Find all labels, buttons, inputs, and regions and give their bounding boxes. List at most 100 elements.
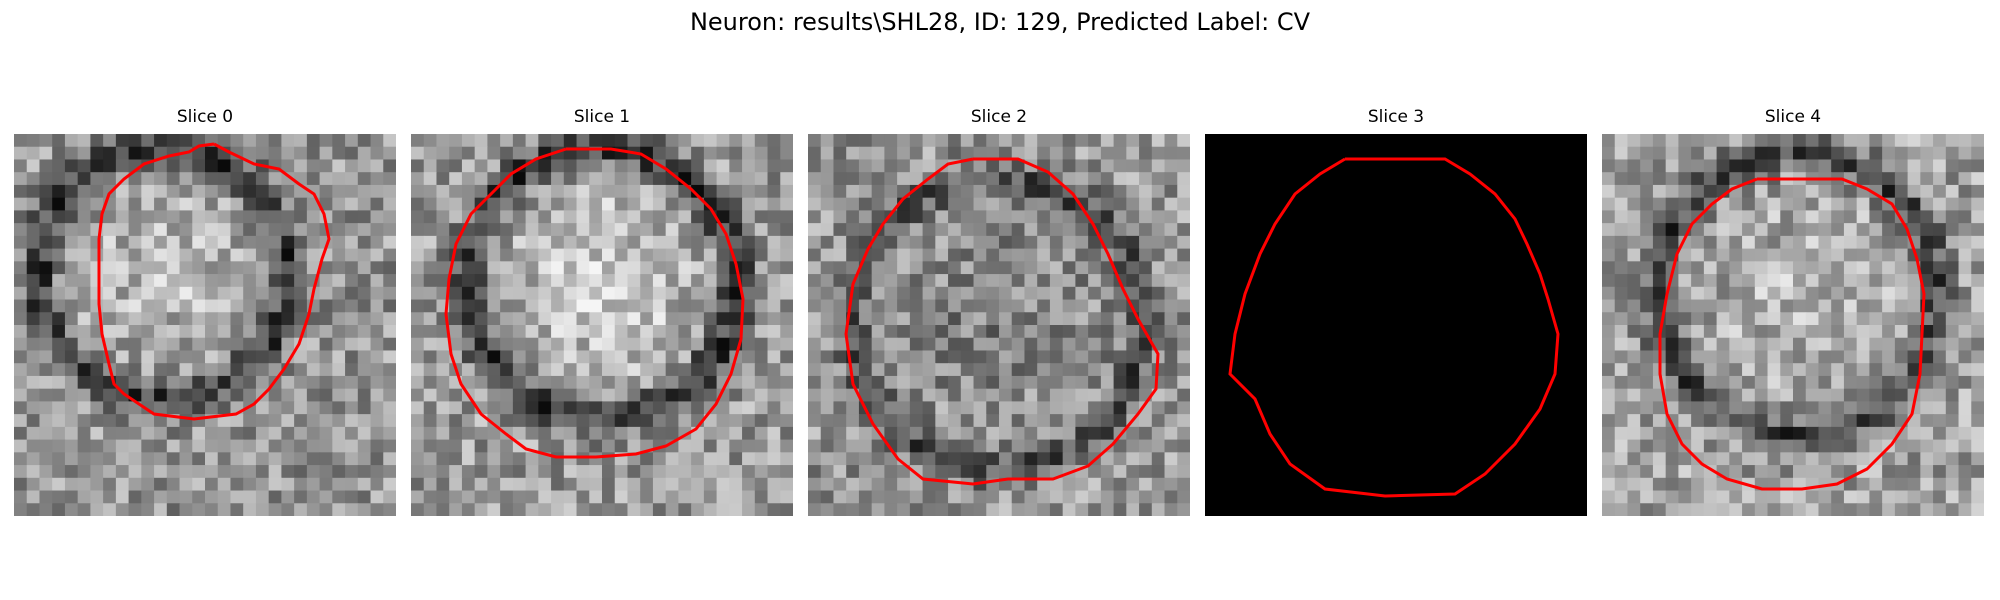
pixel [474,363,488,377]
pixel [1691,184,1705,199]
pixel [319,197,333,211]
pixel [846,337,860,352]
pixel [1049,375,1064,390]
pixel [716,465,730,479]
pixel [589,184,603,199]
pixel [999,235,1013,250]
pixel [808,172,822,186]
pixel [357,286,372,301]
pixel [179,184,193,199]
pixel [1075,312,1089,326]
pixel [833,325,847,339]
pixel [1151,325,1166,339]
pixel [780,414,793,428]
pixel [1805,159,1820,173]
pixel [103,503,117,516]
pixel [1151,414,1166,428]
pixel [935,414,949,428]
pixel [1780,401,1794,415]
pixel [691,210,705,224]
pixel [370,146,384,161]
pixel [14,414,28,428]
pixel [846,452,860,466]
pixel [767,503,781,516]
pixel [948,414,962,428]
pixel [1971,503,1984,516]
pixel [115,146,130,161]
pixel [383,312,396,326]
pixel [1088,172,1102,186]
pixel [1691,299,1705,313]
pixel [640,312,654,326]
pixel [166,325,181,339]
pixel [716,210,730,224]
pixel [1627,223,1641,237]
pixel [767,363,781,377]
pixel [128,172,142,186]
pixel [1780,388,1794,402]
pixel [383,337,396,352]
pixel [1652,210,1667,224]
pixel [652,503,667,516]
pixel [652,401,667,415]
pixel [627,439,641,453]
pixel [884,248,898,262]
pixel [77,325,91,339]
pixel [1139,184,1153,199]
pixel [294,350,308,364]
pixel [973,261,987,275]
pixel [602,465,616,479]
pixel [411,197,425,211]
pixel [948,299,962,313]
pixel [1088,299,1102,313]
pixel [423,337,438,352]
pixel [281,274,295,288]
pixel [833,223,847,237]
pixel [1971,414,1984,428]
pixel [1945,146,1960,161]
pixel [1958,261,1972,275]
pixel [754,439,769,453]
pixel [217,248,232,262]
pixel [525,452,539,466]
pixel [691,223,705,237]
pixel [1100,184,1115,199]
pixel [986,325,1000,339]
pixel [1742,490,1756,504]
pixel [1971,401,1984,415]
pixel [846,477,860,492]
pixel [26,325,41,339]
pixel [357,375,372,390]
pixel [103,401,117,415]
pixel [703,452,718,466]
pixel [1729,146,1743,161]
pixel [474,223,488,237]
pixel [1602,274,1616,288]
pixel [678,401,692,415]
pixel [461,503,476,516]
pixel [909,401,924,415]
pixel [1818,248,1832,262]
pixel [691,452,705,466]
pixel [1818,452,1832,466]
pixel [1678,134,1692,148]
pixel [154,223,168,237]
pixel [576,363,590,377]
pixel [268,274,282,288]
pixel [627,159,641,173]
pixel [1856,146,1870,161]
pixel [1958,452,1972,466]
pixel [589,337,603,352]
pixel [935,312,949,326]
pixel [986,375,1000,390]
pixel [1805,337,1820,352]
pixel [306,337,321,352]
pixel [500,350,514,364]
pixel [754,490,769,504]
pixel [858,363,873,377]
pixel [217,388,232,402]
pixel [909,388,924,402]
pixel [319,452,333,466]
pixel [383,261,396,275]
pixel [614,274,629,288]
